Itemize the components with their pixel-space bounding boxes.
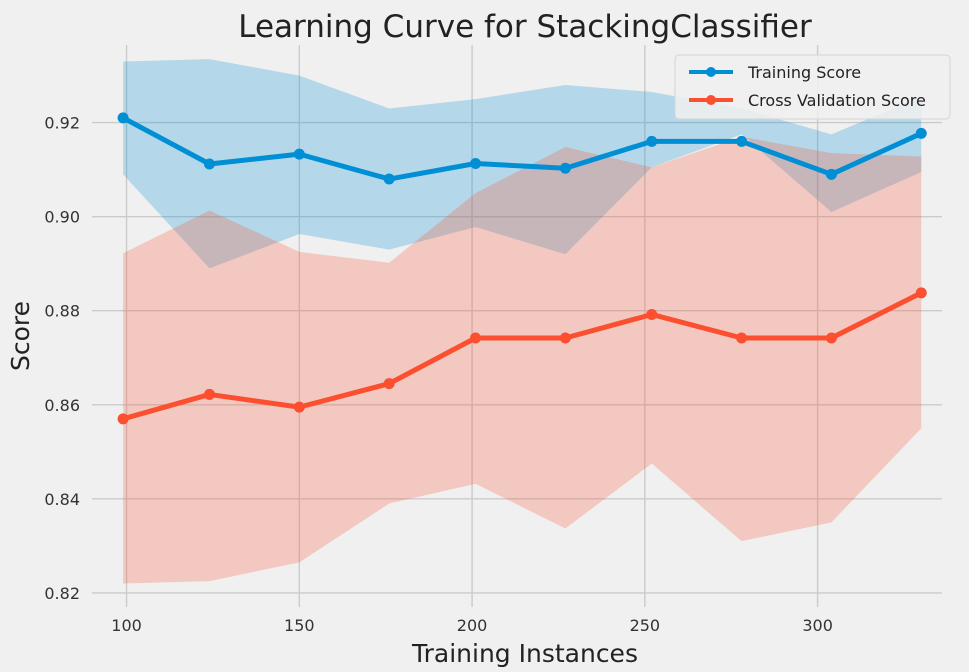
point-series-0 bbox=[736, 135, 748, 147]
legend-label-training: Training Score bbox=[747, 63, 861, 82]
gridlines bbox=[92, 45, 942, 607]
confidence-bands bbox=[123, 59, 922, 584]
x-tick-label: 100 bbox=[111, 616, 142, 635]
x-tick-label: 150 bbox=[284, 616, 315, 635]
legend-box bbox=[674, 54, 951, 120]
y-tick-label: 0.86 bbox=[44, 396, 80, 415]
point-series-0 bbox=[117, 112, 129, 124]
point-series-0 bbox=[825, 168, 837, 180]
y-tick-label: 0.90 bbox=[44, 208, 80, 227]
point-series-1 bbox=[203, 388, 215, 400]
x-axis-label: Training Instances bbox=[411, 639, 638, 668]
point-series-0 bbox=[383, 173, 395, 185]
x-tick-labels: 100 150 200 250 300 bbox=[111, 616, 833, 635]
x-tick-label: 300 bbox=[802, 616, 833, 635]
y-tick-label: 0.88 bbox=[44, 302, 80, 321]
y-tick-label: 0.84 bbox=[44, 490, 80, 509]
point-series-1 bbox=[736, 332, 748, 344]
point-series-1 bbox=[470, 332, 482, 344]
band-series-1 bbox=[123, 136, 922, 584]
y-tick-labels: 0.82 0.84 0.86 0.88 0.90 0.92 bbox=[44, 114, 80, 603]
x-tick-label: 200 bbox=[457, 616, 488, 635]
chart-title: Learning Curve for StackingClassifier bbox=[238, 9, 812, 45]
legend-marker-cv bbox=[706, 95, 716, 105]
point-series-0 bbox=[559, 162, 571, 174]
y-tick-label: 0.82 bbox=[44, 584, 80, 603]
line-series-1 bbox=[120, 290, 924, 422]
series-lines bbox=[120, 115, 924, 422]
x-tick-label: 250 bbox=[630, 616, 661, 635]
y-tick-label: 0.92 bbox=[44, 114, 80, 133]
line-series-0 bbox=[120, 115, 924, 182]
point-series-1 bbox=[293, 401, 305, 413]
point-series-1 bbox=[117, 413, 129, 425]
legend-label-cv: Cross Validation Score bbox=[748, 91, 926, 110]
point-series-1 bbox=[383, 378, 395, 390]
legend: Training Score Cross Validation Score bbox=[674, 54, 951, 120]
y-axis-label: Score bbox=[6, 301, 35, 371]
point-series-1 bbox=[915, 287, 927, 299]
point-series-1 bbox=[825, 332, 837, 344]
series-points bbox=[117, 112, 927, 425]
point-series-0 bbox=[646, 135, 658, 147]
point-series-0 bbox=[470, 158, 482, 170]
point-series-0 bbox=[293, 148, 305, 160]
point-series-1 bbox=[559, 332, 571, 344]
point-series-0 bbox=[203, 158, 215, 170]
point-series-1 bbox=[646, 308, 658, 320]
legend-marker-training bbox=[706, 67, 716, 77]
point-series-0 bbox=[915, 127, 927, 139]
